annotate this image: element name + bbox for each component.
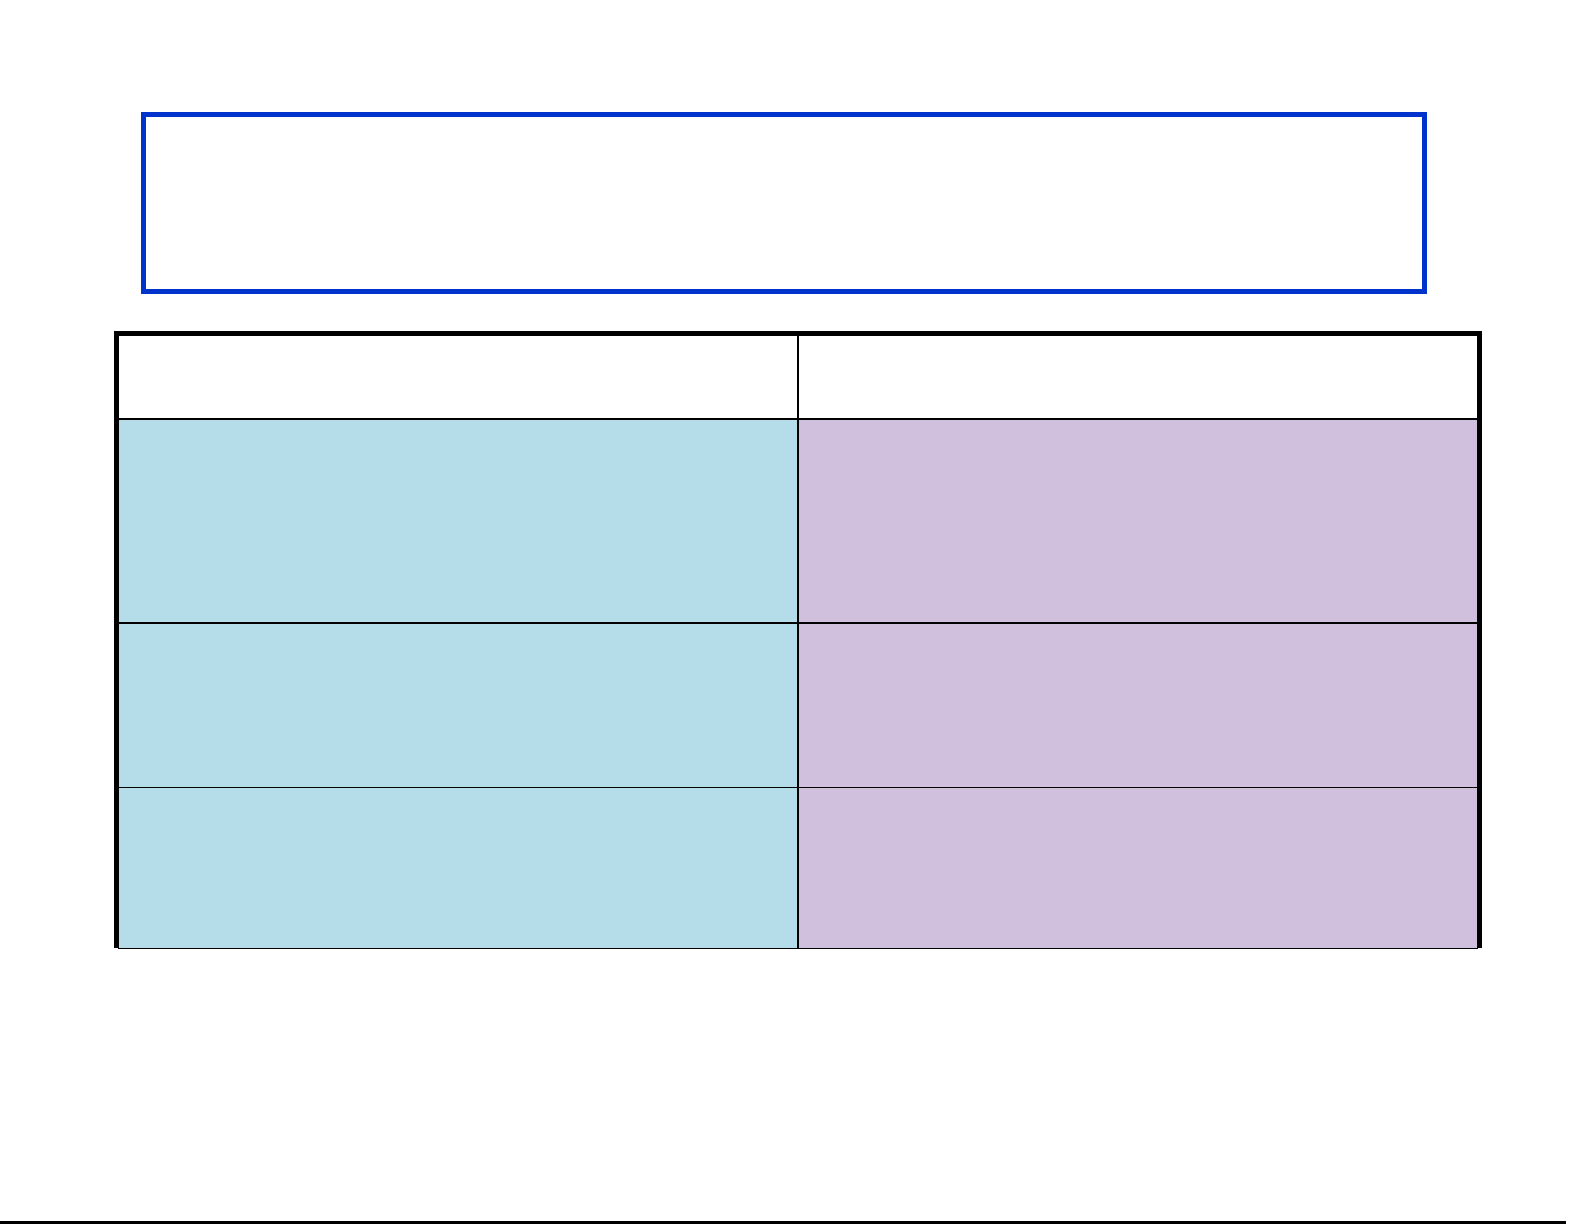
table-cell-right xyxy=(797,418,1478,624)
table-cell-right xyxy=(797,787,1478,949)
table-row xyxy=(118,418,1478,624)
table-header-row xyxy=(118,335,1478,420)
title-box xyxy=(141,112,1427,294)
table-cell-left xyxy=(118,622,799,788)
header-cell-right xyxy=(797,335,1478,420)
table-cell-left xyxy=(118,787,799,949)
bottom-rule xyxy=(0,1221,1566,1224)
header-cell-left xyxy=(118,335,799,420)
table-cell-right xyxy=(797,622,1478,788)
table-cell-left xyxy=(118,418,799,624)
comparison-table xyxy=(114,331,1482,949)
table-row xyxy=(118,787,1478,949)
table-row xyxy=(118,622,1478,788)
